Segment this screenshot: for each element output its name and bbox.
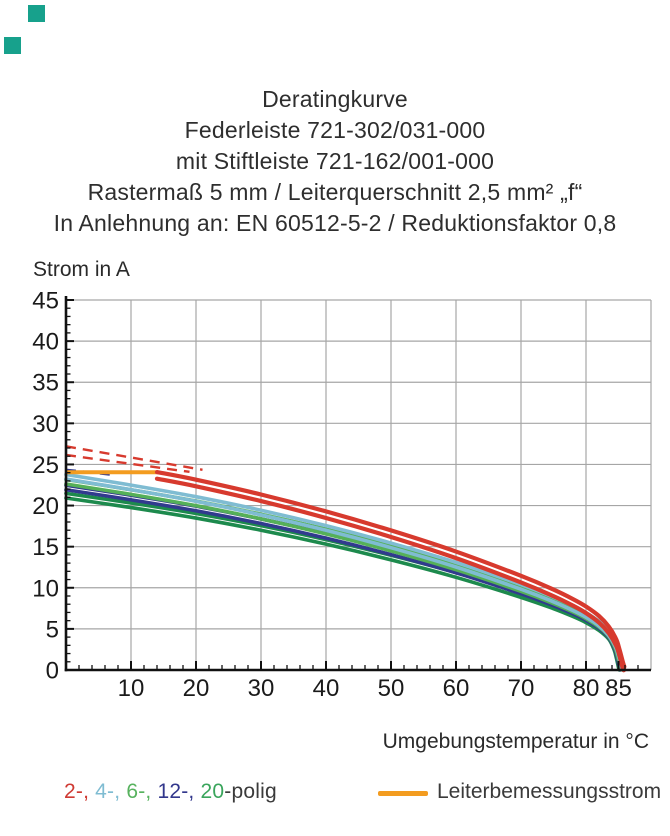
brand-square-2 xyxy=(4,37,21,54)
x-tick-label: 10 xyxy=(118,675,145,702)
series-2-polig xyxy=(65,445,627,673)
series-12-polig xyxy=(64,468,623,672)
legend-item-5: 20 xyxy=(200,780,225,803)
y-tick-label: 15 xyxy=(32,534,59,561)
dashed-lead xyxy=(65,445,203,471)
y-tick-label: 20 xyxy=(32,493,59,520)
x-tick-label: 70 xyxy=(508,675,535,702)
title-line-5: In Anlehnung an: EN 60512-5-2 / Reduktio… xyxy=(53,210,617,236)
brand-square-1 xyxy=(28,5,45,22)
x-axis-title: Umgebungstemperatur in °C xyxy=(382,730,649,753)
y-tick-label: 45 xyxy=(32,288,59,315)
curve-strand xyxy=(64,483,623,670)
curve-strand xyxy=(64,477,624,670)
title-line-4: Rastermaß 5 mm / Leiterquerschnitt 2,5 m… xyxy=(87,179,583,205)
y-tick-label: 40 xyxy=(32,329,59,356)
y-tick-label: 5 xyxy=(46,616,59,643)
y-tick-label: 0 xyxy=(46,658,59,685)
x-tick-label: 60 xyxy=(443,675,470,702)
y-tick-label: 30 xyxy=(32,411,59,438)
legend-item-2: 4-, xyxy=(95,780,127,803)
dashed-lead xyxy=(65,453,190,474)
series-6-polig xyxy=(64,477,624,672)
curve-strand xyxy=(154,476,627,673)
title-line-1: Deratingkurve xyxy=(262,86,408,112)
curve-strand xyxy=(64,477,625,672)
legend-item-1: 2-, xyxy=(64,780,96,803)
tick-labels: 10 20 30 40 50 60 70 80 85 0 5 10 15 20 25 30 35 40 45 xyxy=(32,288,632,703)
rating-line-swatch xyxy=(378,791,428,796)
legend-item-3: 6-, xyxy=(126,780,158,803)
legend-item-4: 12-, xyxy=(157,780,201,803)
axes xyxy=(64,296,651,672)
chart-title-block: Deratingkurve Federleiste 721-302/031-00… xyxy=(0,84,670,239)
x-tick-label: 40 xyxy=(313,675,340,702)
x-tick-label: 50 xyxy=(378,675,405,702)
x-tick-label: 20 xyxy=(183,675,210,702)
grid xyxy=(66,299,652,670)
curve-strand xyxy=(154,469,627,669)
legend-pole-counts: 2-, 4-, 6-, 12-, 20-polig xyxy=(64,780,277,804)
title-line-3: mit Stiftleiste 721-162/001-000 xyxy=(175,148,495,174)
title-line-2: Federleiste 721-302/031-000 xyxy=(184,117,486,143)
x-tick-label: 30 xyxy=(248,675,275,702)
y-tick-label: 25 xyxy=(32,452,59,479)
x-tick-label: 80 xyxy=(573,675,600,702)
y-tick-label: 10 xyxy=(32,575,59,602)
y-tick-label: 35 xyxy=(32,370,59,397)
rating-line-label: Leiterbemessungsstrom xyxy=(437,780,662,803)
y-axis-title: Strom in A xyxy=(33,258,130,281)
legend-item-6: -polig xyxy=(224,780,277,803)
x-tick-label: 85 xyxy=(605,675,632,702)
